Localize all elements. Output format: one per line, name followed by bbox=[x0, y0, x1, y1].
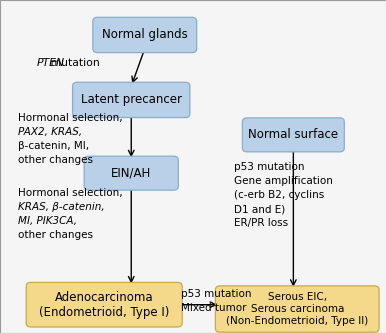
FancyBboxPatch shape bbox=[26, 282, 182, 327]
Text: Normal glands: Normal glands bbox=[102, 28, 188, 42]
Text: Latent precancer: Latent precancer bbox=[81, 93, 182, 107]
Text: MI, PIK3CA,: MI, PIK3CA, bbox=[18, 216, 77, 226]
Text: PTEN: PTEN bbox=[37, 58, 65, 68]
Text: Serous EIC,
Serous carcinoma
(Non-Endometrioid, Type II): Serous EIC, Serous carcinoma (Non-Endome… bbox=[226, 292, 368, 326]
FancyBboxPatch shape bbox=[242, 118, 344, 152]
Text: PAX2, KRAS,: PAX2, KRAS, bbox=[18, 127, 82, 137]
Text: D1 and E): D1 and E) bbox=[234, 204, 285, 214]
Text: KRAS, β-catenin,: KRAS, β-catenin, bbox=[18, 202, 104, 212]
Text: p53 mutation: p53 mutation bbox=[181, 289, 251, 299]
Text: mutation: mutation bbox=[47, 58, 100, 68]
Text: Gene amplification: Gene amplification bbox=[234, 176, 332, 186]
FancyBboxPatch shape bbox=[93, 17, 197, 53]
Text: other changes: other changes bbox=[18, 155, 93, 165]
Text: Normal surface: Normal surface bbox=[248, 128, 339, 142]
Text: ER/PR loss: ER/PR loss bbox=[234, 218, 288, 228]
Text: other changes: other changes bbox=[18, 230, 93, 240]
Text: (c-erb B2, cyclins: (c-erb B2, cyclins bbox=[234, 190, 324, 200]
Text: Adenocarcinoma
(Endometrioid, Type I): Adenocarcinoma (Endometrioid, Type I) bbox=[39, 291, 169, 319]
Text: EIN/AH: EIN/AH bbox=[111, 166, 151, 180]
Text: β-catenin, MI,: β-catenin, MI, bbox=[18, 141, 89, 151]
Text: Mixed tumor: Mixed tumor bbox=[181, 303, 246, 313]
Text: p53 mutation: p53 mutation bbox=[234, 162, 304, 172]
FancyBboxPatch shape bbox=[215, 286, 379, 332]
FancyBboxPatch shape bbox=[84, 156, 178, 190]
FancyBboxPatch shape bbox=[73, 82, 190, 118]
Text: Hormonal selection,: Hormonal selection, bbox=[18, 113, 122, 123]
Text: Hormonal selection,: Hormonal selection, bbox=[18, 188, 122, 198]
